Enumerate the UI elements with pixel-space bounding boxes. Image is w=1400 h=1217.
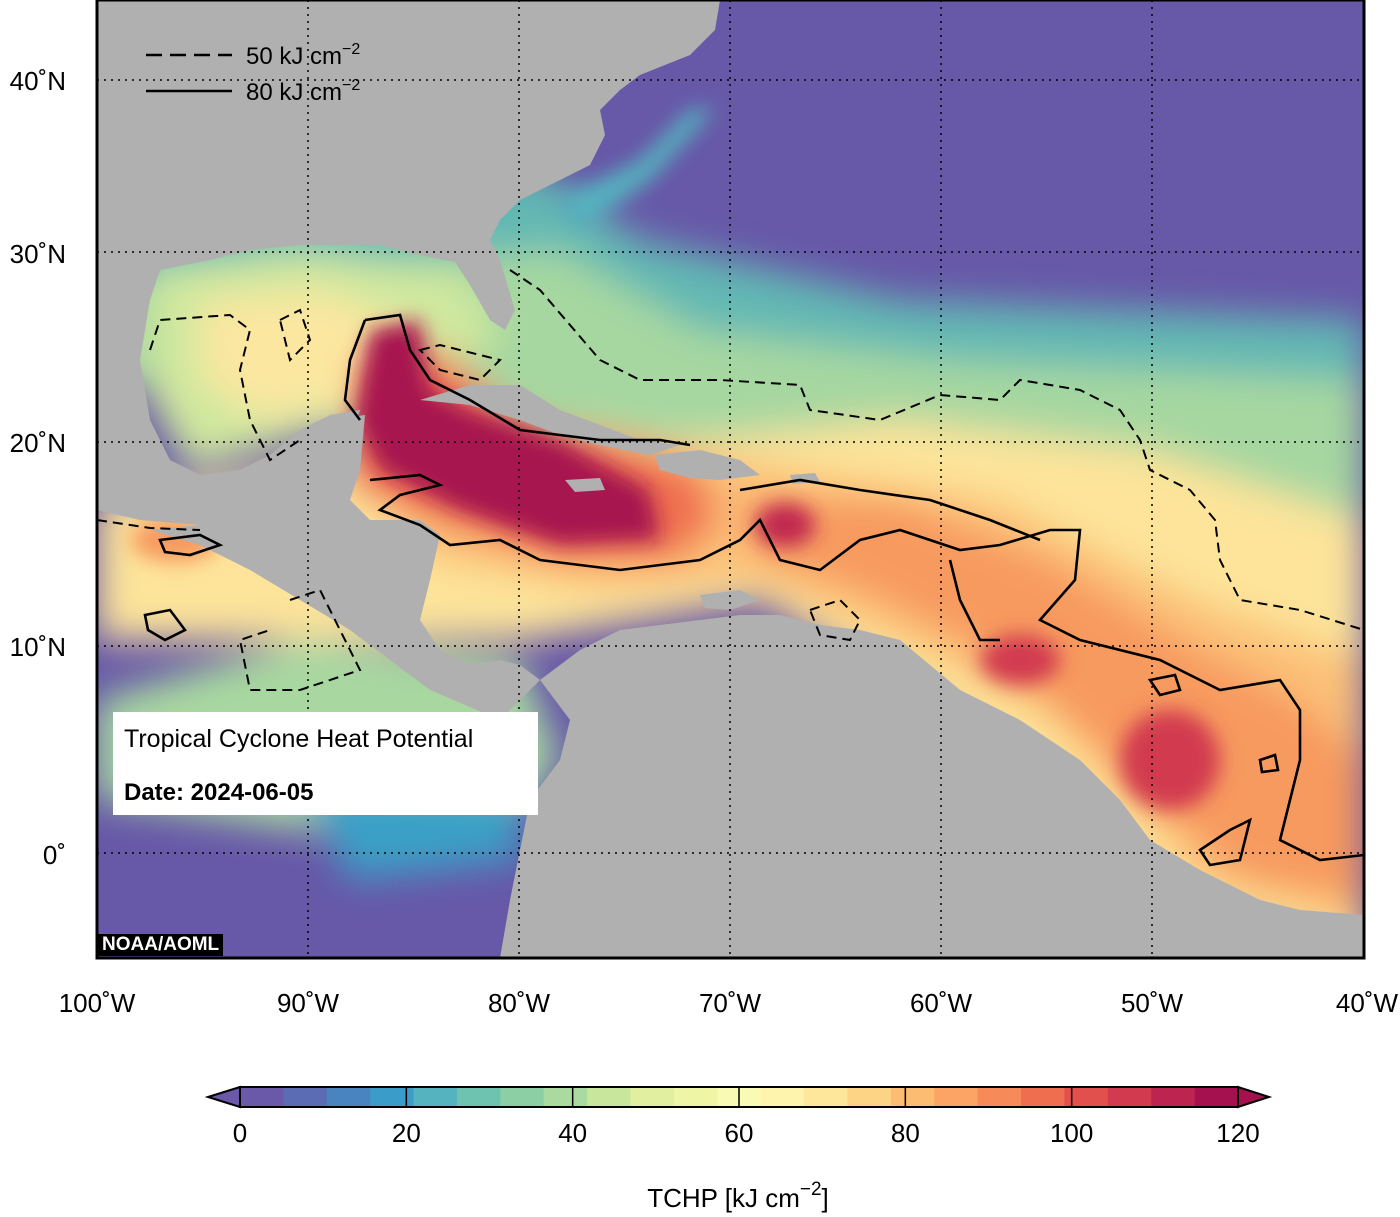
map-date: Date: 2024-06-05	[124, 779, 314, 806]
colorbar-swatch	[847, 1087, 892, 1107]
colorbar-swatch	[1151, 1087, 1196, 1107]
lon-tick-label: 60˚W	[910, 988, 973, 1018]
colorbar-tick-label: 60	[725, 1118, 754, 1148]
colorbar-tick-label: 0	[233, 1118, 247, 1148]
colorbar-swatch	[500, 1087, 545, 1107]
colorbar-swatch	[977, 1087, 1022, 1107]
colorbar-swatch	[673, 1087, 718, 1107]
colorbar-swatch	[240, 1087, 284, 1107]
colorbar-swatch	[326, 1087, 371, 1107]
colorbar-tick-label: 20	[392, 1118, 421, 1148]
colorbar-swatch	[1021, 1087, 1066, 1107]
lon-tick-label: 90˚W	[277, 988, 340, 1018]
colorbar-right-arrow	[1237, 1085, 1273, 1109]
colorbar: 0 20 40 60 80 100 120 TCHP [kJ cm−2]	[204, 1085, 1273, 1213]
map-plot-area	[97, 0, 1364, 958]
colorbar-tick-label: 80	[891, 1118, 920, 1148]
map-title: Tropical Cyclone Heat Potential	[124, 725, 474, 753]
lon-tick-label: 80˚W	[488, 988, 551, 1018]
lat-tick-label: 30˚N	[10, 239, 66, 269]
contour-50	[97, 269, 1364, 691]
lat-tick-label: 20˚N	[10, 428, 66, 458]
colorbar-tick-label: 100	[1050, 1118, 1093, 1148]
colorbar-title: TCHP [kJ cm−2]	[647, 1179, 829, 1213]
lon-tick-label: 100˚W	[59, 988, 136, 1018]
contour-legend: 50 kJ cm−2 80 kJ cm−2	[146, 41, 360, 106]
colorbar-swatches	[240, 1087, 1239, 1107]
colorbar-left-arrow	[204, 1085, 241, 1109]
colorbar-swatch	[630, 1087, 675, 1107]
lon-tick-label: 70˚W	[699, 988, 762, 1018]
colorbar-swatch	[1064, 1087, 1109, 1107]
colorbar-swatch	[1194, 1087, 1239, 1107]
colorbar-tick-label: 40	[558, 1118, 587, 1148]
colorbar-swatch	[760, 1087, 805, 1107]
colorbar-swatch	[413, 1087, 458, 1107]
colorbar-swatch	[456, 1087, 501, 1107]
colorbar-ticks: 0 20 40 60 80 100 120	[233, 1087, 1260, 1148]
lon-axis: 100˚W 90˚W 80˚W 70˚W 60˚W 50˚W 40˚W	[59, 988, 1399, 1018]
lat-axis: 40˚N 30˚N 20˚N 10˚N 0˚	[10, 66, 66, 870]
land	[97, 0, 1364, 958]
legend-label-80: 80 kJ cm−2	[246, 77, 360, 106]
lat-tick-label: 0˚	[43, 840, 66, 870]
colorbar-swatch	[934, 1087, 979, 1107]
contour-80	[143, 313, 1364, 867]
colorbar-swatch	[890, 1087, 935, 1107]
colorbar-swatch	[543, 1087, 588, 1107]
legend-label-50: 50 kJ cm−2	[246, 41, 360, 70]
colorbar-tick-label: 120	[1216, 1118, 1259, 1148]
credit-label: NOAA/AOML	[98, 934, 224, 956]
colorbar-swatch	[587, 1087, 632, 1107]
colorbar-swatch	[804, 1087, 849, 1107]
lat-tick-label: 40˚N	[10, 66, 66, 96]
lon-tick-label: 40˚W	[1336, 988, 1399, 1018]
colorbar-swatch	[283, 1087, 328, 1107]
map-info-box: Tropical Cyclone Heat Potential Date: 20…	[113, 712, 538, 815]
lon-tick-label: 50˚W	[1121, 988, 1184, 1018]
lat-tick-label: 10˚N	[10, 632, 66, 662]
plot-frame	[95, 0, 1366, 960]
colorbar-swatch	[370, 1087, 415, 1107]
colorbar-swatch	[1107, 1087, 1152, 1107]
